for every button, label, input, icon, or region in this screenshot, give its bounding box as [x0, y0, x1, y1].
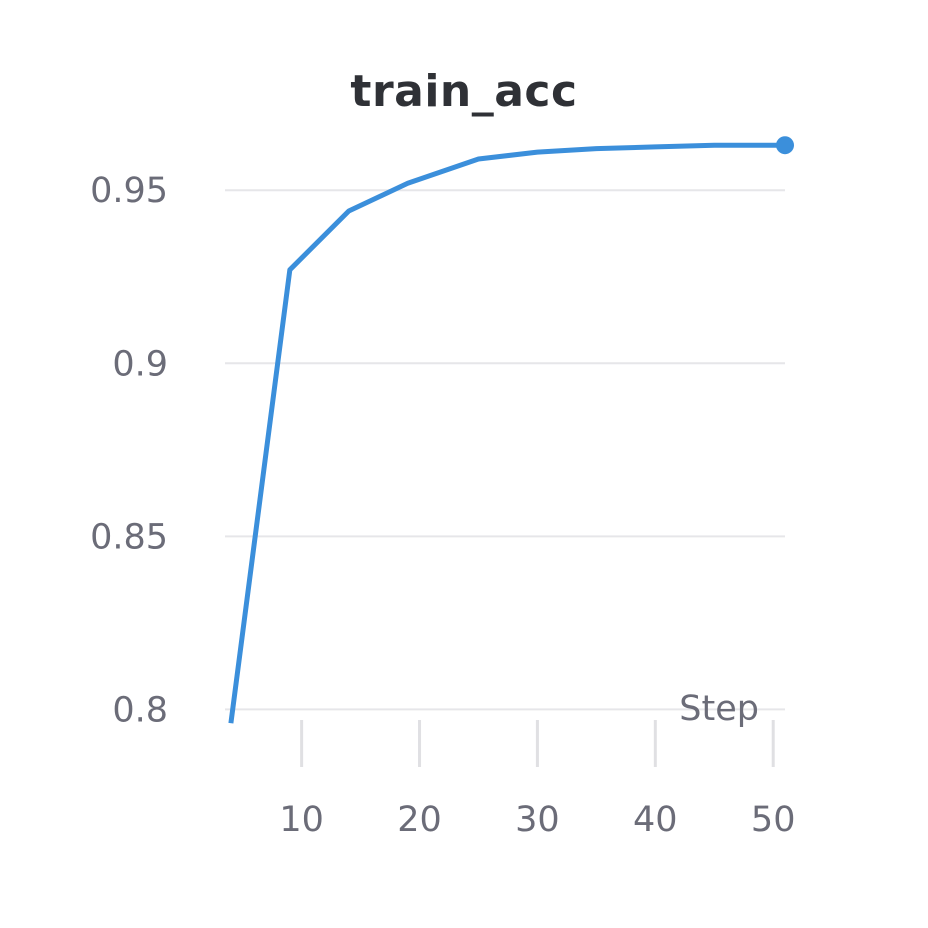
y-tick-label: 0.95: [90, 171, 168, 211]
grid-layer: [225, 189, 785, 711]
x-axis-title: Step: [679, 689, 759, 729]
series-line: [228, 142, 785, 724]
y-tick-label: 0.9: [112, 344, 168, 384]
x-tick-layer: [300, 720, 775, 767]
x-tick-label: 20: [397, 800, 442, 840]
x-tick-label: 40: [633, 800, 678, 840]
series-layer: [228, 136, 794, 724]
x-tick-label-layer: 10 20 30 40 50: [279, 800, 795, 840]
y-tick-label: 0.8: [112, 690, 168, 730]
y-tick-label-layer: 0.8 0.85 0.9 0.95: [90, 171, 168, 730]
x-tick-label: 50: [751, 800, 796, 840]
x-tick-label: 30: [515, 800, 560, 840]
x-tick-label: 10: [279, 800, 324, 840]
chart-title: train_acc: [350, 66, 578, 117]
y-tick-label: 0.85: [90, 517, 168, 557]
series-endpoint-marker: [776, 136, 794, 155]
